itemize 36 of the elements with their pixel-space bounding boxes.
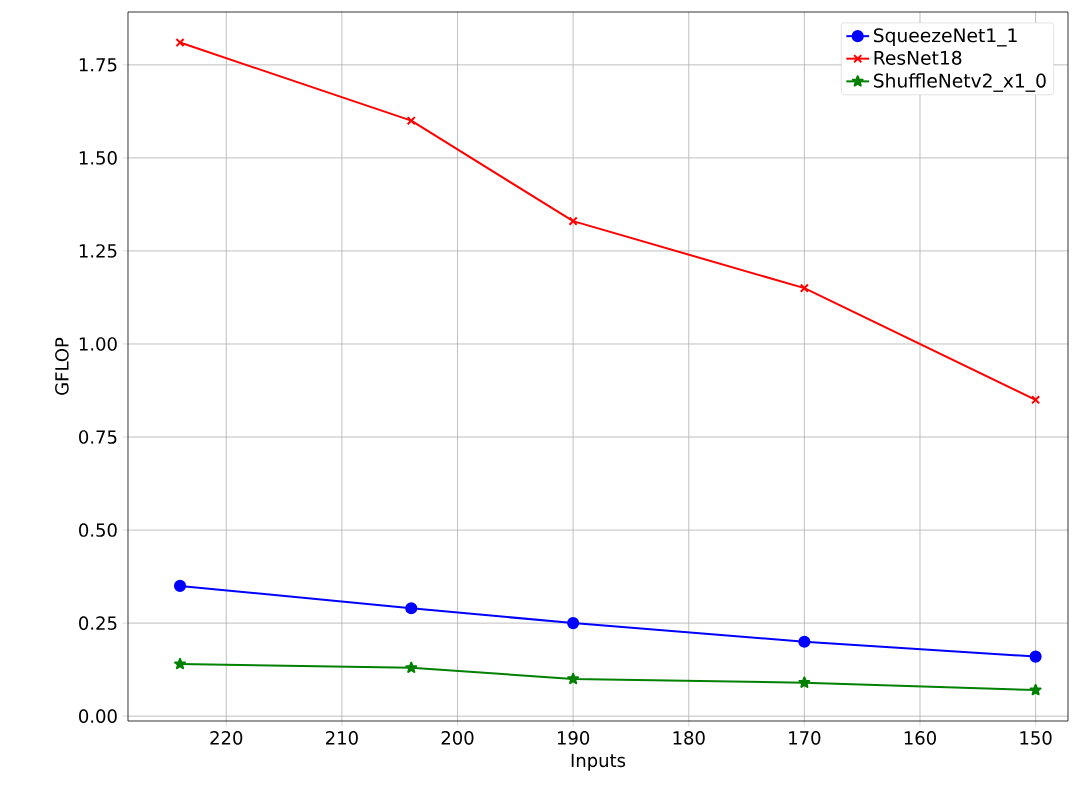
legend-label: ResNet18 [874, 50, 962, 65]
legend-label: ShuffleNetv2_x1_0 [873, 73, 1046, 92]
y-tick-label: 1.25 [79, 244, 117, 258]
x-tick-label: 180 [673, 731, 705, 745]
x-tick-label: 160 [904, 731, 936, 745]
y-tick-label: 0.75 [79, 430, 117, 444]
point [406, 116, 416, 126]
y-tick-label: 0.00 [79, 709, 117, 723]
x-tick-label: 150 [1020, 731, 1052, 745]
point [173, 579, 187, 592]
point [174, 657, 186, 670]
y-axis-title: GFLOP [55, 337, 69, 395]
y-tick-label: 0.25 [79, 616, 117, 630]
point [567, 617, 580, 630]
point [405, 661, 418, 673]
point [798, 676, 811, 688]
point [405, 602, 418, 615]
y-tick-label: 1.75 [79, 58, 117, 72]
x-axis-title: Inputs [571, 753, 626, 771]
point [799, 283, 809, 293]
y-tick-label: 0.50 [79, 523, 117, 537]
x-tick-label: 220 [210, 731, 243, 745]
point [1031, 395, 1041, 405]
point [568, 216, 578, 226]
x-tick-label: 190 [557, 731, 590, 745]
point [1029, 650, 1042, 663]
x-tick-label: 210 [326, 731, 358, 745]
point [798, 635, 811, 648]
x-tick-label: 200 [441, 731, 474, 745]
y-tick-label: 1.50 [79, 151, 117, 165]
point [175, 37, 185, 48]
y-tick-label: 1.00 [79, 337, 117, 351]
point [567, 672, 580, 685]
point [1029, 683, 1042, 696]
x-tick-label: 170 [789, 731, 821, 745]
legend-label: SqueezeNet1_1 [873, 28, 1017, 47]
